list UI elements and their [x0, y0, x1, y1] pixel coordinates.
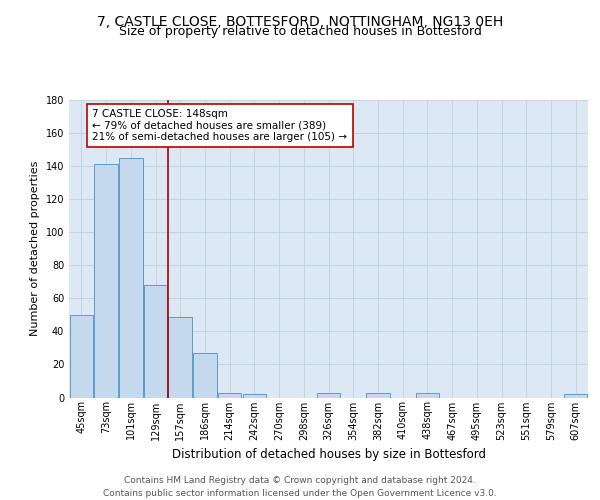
Bar	[218, 392, 241, 398]
X-axis label: Distribution of detached houses by size in Bottesford: Distribution of detached houses by size …	[172, 448, 485, 461]
Bar	[144, 285, 167, 398]
Bar	[317, 392, 340, 398]
Bar	[564, 394, 587, 398]
Bar	[70, 315, 93, 398]
Text: 7, CASTLE CLOSE, BOTTESFORD, NOTTINGHAM, NG13 0EH: 7, CASTLE CLOSE, BOTTESFORD, NOTTINGHAM,…	[97, 15, 503, 29]
Bar	[94, 164, 118, 398]
Text: 7 CASTLE CLOSE: 148sqm
← 79% of detached houses are smaller (389)
21% of semi-de: 7 CASTLE CLOSE: 148sqm ← 79% of detached…	[92, 109, 347, 142]
Bar	[119, 158, 143, 398]
Y-axis label: Number of detached properties: Number of detached properties	[30, 161, 40, 336]
Bar	[169, 316, 192, 398]
Bar	[193, 353, 217, 398]
Bar	[416, 392, 439, 398]
Text: Contains HM Land Registry data © Crown copyright and database right 2024.
Contai: Contains HM Land Registry data © Crown c…	[103, 476, 497, 498]
Text: Size of property relative to detached houses in Bottesford: Size of property relative to detached ho…	[119, 25, 481, 38]
Bar	[242, 394, 266, 398]
Bar	[366, 392, 389, 398]
